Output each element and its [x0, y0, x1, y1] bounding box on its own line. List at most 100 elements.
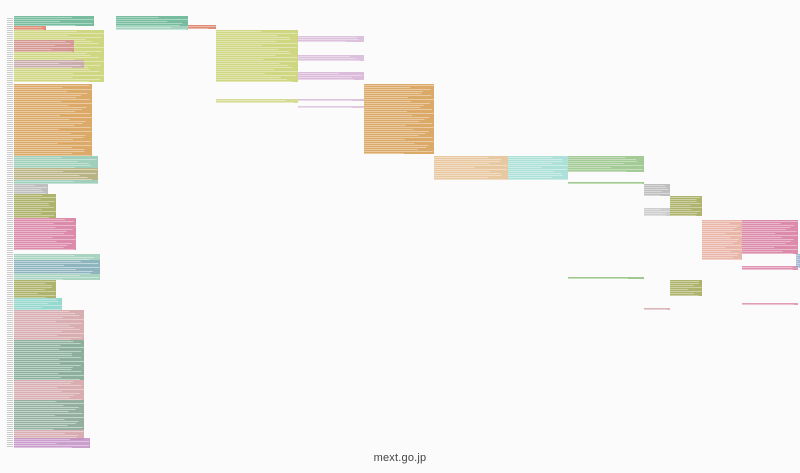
label-stripe — [364, 97, 408, 98]
label-stripe — [216, 67, 292, 68]
index-tick — [7, 414, 13, 415]
label-stripe — [14, 189, 42, 190]
label-stripe — [14, 275, 80, 276]
label-stripe — [14, 177, 88, 178]
index-tick — [7, 174, 13, 175]
label-stripe — [796, 267, 800, 268]
index-tick — [7, 108, 13, 109]
index-tick — [7, 60, 13, 61]
index-tick — [7, 348, 13, 349]
label-stripe — [568, 161, 638, 162]
index-tick — [7, 152, 13, 153]
label-stripe — [14, 65, 81, 66]
label-stripe — [14, 137, 84, 138]
label-stripe — [434, 163, 490, 164]
label-stripe — [364, 125, 406, 126]
label-stripe — [14, 365, 81, 366]
index-tick — [7, 232, 13, 233]
label-stripe — [364, 143, 415, 144]
index-tick — [7, 332, 13, 333]
label-stripe — [14, 333, 84, 334]
node-block — [14, 30, 104, 82]
node-block — [14, 194, 56, 218]
label-stripe — [14, 93, 88, 94]
label-stripe — [742, 223, 781, 224]
label-stripe — [216, 65, 289, 66]
label-stripe — [14, 397, 70, 398]
label-stripe — [14, 207, 54, 208]
index-tick — [7, 350, 13, 351]
index-tick — [7, 406, 13, 407]
label-stripe — [644, 209, 661, 210]
label-stripe — [14, 139, 74, 140]
label-stripe — [644, 215, 666, 216]
node-block — [14, 340, 84, 380]
label-stripe — [644, 193, 670, 194]
label-stripe — [14, 273, 91, 274]
index-tick — [7, 442, 13, 443]
node-fill — [14, 84, 92, 156]
label-stripe — [14, 103, 92, 104]
label-stripe — [14, 255, 75, 256]
index-tick — [7, 136, 13, 137]
label-stripe — [14, 259, 90, 260]
label-stripe — [14, 437, 77, 438]
label-stripe — [14, 409, 76, 410]
label-stripe — [14, 161, 78, 162]
label-stripe — [14, 187, 47, 188]
index-tick — [7, 440, 13, 441]
label-stripe — [742, 233, 776, 234]
label-stripe — [14, 217, 49, 218]
node-block — [644, 208, 670, 216]
label-stripe — [14, 389, 84, 390]
label-stripe — [670, 211, 701, 212]
index-tick — [7, 362, 13, 363]
label-stripe — [364, 87, 411, 88]
index-tick — [7, 314, 13, 315]
index-tick — [7, 94, 13, 95]
label-stripe — [508, 167, 542, 168]
label-stripe — [508, 161, 563, 162]
label-stripe — [116, 19, 188, 20]
label-stripe — [14, 193, 46, 194]
label-stripe — [364, 135, 419, 136]
label-stripe — [644, 309, 668, 310]
index-tick — [7, 168, 13, 169]
label-stripe — [364, 93, 422, 94]
label-stripe — [116, 17, 159, 18]
label-stripe — [702, 247, 726, 248]
index-tick — [7, 404, 13, 405]
label-stripe — [670, 199, 697, 200]
index-tick — [7, 158, 13, 159]
label-stripe — [14, 39, 86, 40]
index-tick — [7, 258, 13, 259]
label-stripe — [796, 259, 800, 260]
index-tick — [7, 274, 13, 275]
label-stripe — [14, 77, 73, 78]
label-stripe — [14, 269, 77, 270]
index-tick — [7, 372, 13, 373]
label-stripe — [364, 115, 413, 116]
label-stripe — [568, 278, 628, 279]
label-stripe — [742, 237, 782, 238]
label-stripe — [14, 159, 97, 160]
label-stripe — [14, 317, 63, 318]
index-tick — [7, 18, 13, 19]
index-tick — [7, 364, 13, 365]
index-tick — [7, 160, 13, 161]
label-stripe — [14, 169, 98, 170]
index-tick — [7, 54, 13, 55]
index-tick — [7, 132, 13, 133]
index-tick — [7, 70, 13, 71]
index-tick — [7, 58, 13, 59]
label-stripe — [298, 39, 359, 40]
index-tick — [7, 402, 13, 403]
label-stripe — [14, 37, 102, 38]
label-stripe — [216, 49, 279, 50]
label-stripe — [14, 271, 93, 272]
label-stripe — [14, 367, 73, 368]
label-stripe — [216, 51, 289, 52]
index-tick — [7, 26, 13, 27]
label-stripe — [14, 57, 99, 58]
label-stripe — [14, 199, 41, 200]
